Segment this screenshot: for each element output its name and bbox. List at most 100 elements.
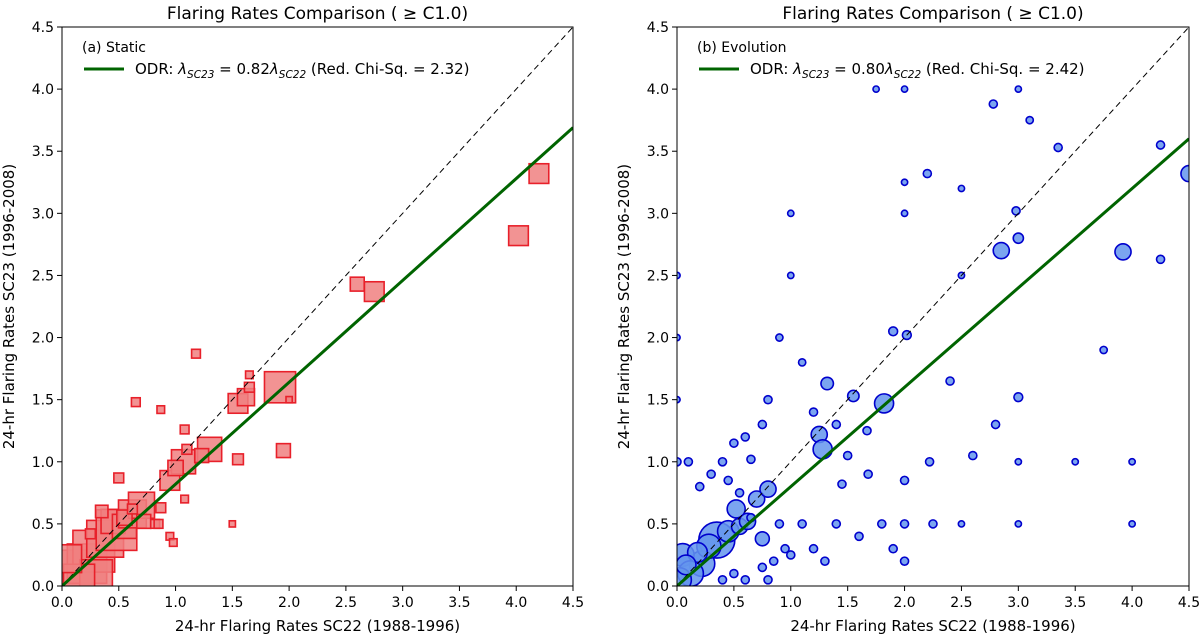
- data-point-square: [275, 442, 292, 459]
- data-point-circle: [1012, 232, 1025, 245]
- data-point-circle: [842, 450, 853, 461]
- data-point-circle: [1071, 457, 1080, 466]
- data-point-circle: [780, 543, 790, 554]
- y-tick-label: 3.0: [647, 206, 669, 222]
- y-tick-label: 1.0: [647, 455, 669, 471]
- data-point-square: [94, 504, 109, 519]
- data-point-circle: [900, 178, 909, 187]
- x-tick-label: 4.0: [1121, 595, 1143, 611]
- y-tick-label: 4.0: [32, 82, 54, 98]
- y-axis-label: 24-hr Flaring Rates SC23 (1996-2008): [0, 164, 18, 449]
- data-point-circle: [763, 574, 773, 585]
- data-point-square: [244, 370, 254, 380]
- y-tick-label: 3.5: [647, 144, 669, 160]
- data-point-square: [84, 528, 97, 540]
- data-point-circle: [763, 394, 773, 405]
- data-point-circle: [967, 450, 978, 461]
- data-point-circle: [754, 531, 771, 547]
- data-point-square: [153, 518, 164, 530]
- panel-label: (b) Evolution: [697, 40, 787, 56]
- data-point-circle: [820, 556, 830, 566]
- y-tick-label: 3.5: [32, 144, 54, 160]
- y-tick-label: 1.0: [32, 455, 54, 471]
- x-tick-label: 1.0: [780, 595, 802, 611]
- data-point-circle: [899, 519, 910, 529]
- data-point-circle: [1128, 519, 1137, 528]
- data-point-square: [62, 543, 83, 574]
- data-point-circle: [1180, 164, 1189, 183]
- data-point-circle: [717, 456, 728, 467]
- data-point-circle: [757, 562, 768, 573]
- y-tick-label: 0.0: [32, 579, 54, 595]
- data-point-circle: [694, 481, 705, 492]
- data-point-circle: [854, 531, 864, 542]
- x-tick-label: 3.0: [392, 595, 414, 611]
- data-point-circle: [876, 519, 887, 529]
- data-point-square: [168, 537, 178, 548]
- x-tick-label: 3.5: [1064, 595, 1086, 611]
- data-point-square: [507, 225, 530, 247]
- data-point-circle: [726, 499, 746, 519]
- data-point-circle: [928, 519, 938, 529]
- y-tick-label: 4.5: [32, 20, 54, 36]
- data-point-circle: [990, 419, 1001, 430]
- data-point-circle: [786, 209, 795, 218]
- data-point-circle: [872, 85, 881, 94]
- data-point-circle: [831, 519, 842, 529]
- data-point-circle: [924, 456, 935, 467]
- data-point-circle: [729, 438, 739, 448]
- data-point-square: [263, 370, 297, 404]
- data-point-circle: [1014, 519, 1023, 528]
- data-point-circle: [759, 480, 777, 498]
- data-point-circle: [734, 488, 745, 498]
- data-point-square: [179, 424, 190, 435]
- data-point-circle: [1128, 457, 1137, 466]
- data-point-circle: [820, 376, 835, 391]
- x-tick-label: 0.0: [51, 595, 73, 611]
- panel-static: Flaring Rates Comparison ( ≥ C1.0) 0.0 0.5…: [0, 4, 584, 635]
- data-point-circle: [1053, 142, 1063, 153]
- data-point-circle: [729, 568, 739, 579]
- data-point-circle: [863, 469, 873, 480]
- data-point-circle: [768, 556, 779, 566]
- data-point-circle: [992, 241, 1011, 260]
- x-tick-label: 2.5: [335, 595, 357, 611]
- data-point-circle: [1099, 345, 1109, 355]
- y-tick-label: 0.5: [647, 517, 669, 533]
- y-tick-label: 1.5: [647, 393, 669, 409]
- legend-label: ODR: λSC23 = 0.80λSC22 (Red. Chi-Sq. = 2…: [750, 60, 1085, 81]
- fit-line: [677, 137, 1189, 586]
- data-point-square: [156, 404, 166, 415]
- data-point-circle: [775, 333, 784, 342]
- data-point-circle: [1025, 115, 1035, 125]
- data-point-circle: [740, 574, 751, 585]
- x-tick-label: 3.5: [448, 595, 470, 611]
- legend-label: ODR: λSC23 = 0.82λSC22 (Red. Chi-Sq. = 2…: [135, 60, 470, 81]
- data-point-circle: [1014, 85, 1023, 94]
- data-point-circle: [899, 556, 910, 566]
- plot-area: [677, 27, 1189, 586]
- data-point-circle: [957, 184, 966, 193]
- x-tick-label: 3.0: [1007, 595, 1029, 611]
- x-tick-label: 2.0: [278, 595, 300, 611]
- chart-title: Flaring Rates Comparison ( ≥ C1.0): [167, 4, 468, 24]
- data-point-circle: [785, 550, 796, 560]
- panel-evolution: Flaring Rates Comparison ( ≥ C1.0) 0.0 0.5…: [615, 4, 1200, 635]
- y-tick-label: 2.5: [647, 268, 669, 284]
- x-tick-label: 4.0: [505, 595, 527, 611]
- x-tick-label: 2.0: [893, 595, 915, 611]
- chart-title: Flaring Rates Comparison ( ≥ C1.0): [782, 4, 1083, 24]
- y-tick-label: 3.0: [32, 206, 54, 222]
- data-point-circle: [888, 543, 899, 554]
- data-point-square: [190, 348, 202, 359]
- data-point-circle: [717, 574, 728, 585]
- data-point-circle: [706, 469, 716, 480]
- x-axis-label: 24-hr Flaring Rates SC22 (1988-1996): [790, 617, 1075, 635]
- x-tick-label: 1.5: [221, 595, 243, 611]
- data-point-circle: [957, 519, 966, 528]
- data-point-square: [130, 396, 142, 408]
- data-point-square: [363, 280, 385, 303]
- y-tick-label: 1.5: [32, 393, 54, 409]
- y-axis-label: 24-hr Flaring Rates SC23 (1996-2008): [615, 164, 633, 449]
